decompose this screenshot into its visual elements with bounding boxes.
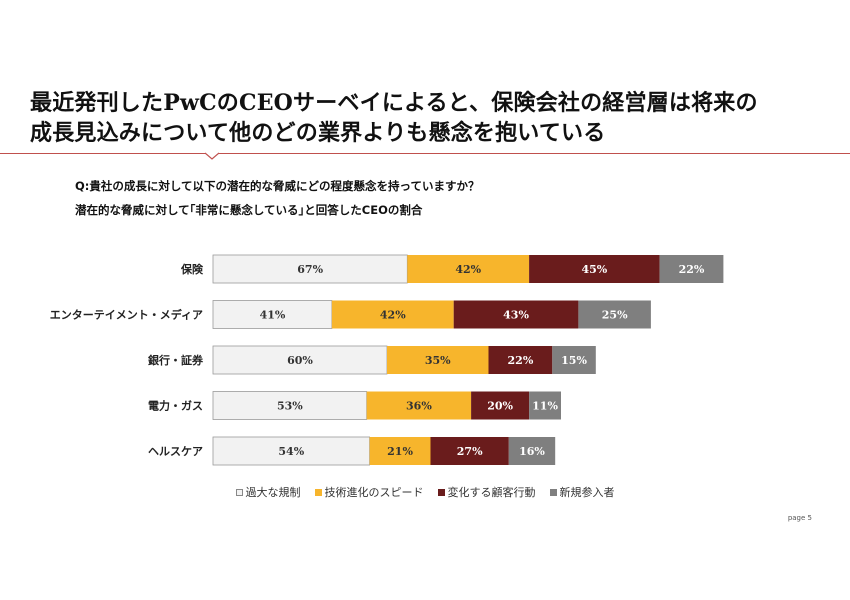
survey-question: Q:貴社の成長に対して以下の潜在的な脅威にどの程度懸念を持っていますか？ <box>75 179 480 193</box>
data-label: 35% <box>425 354 451 367</box>
legend-swatch <box>437 488 445 496</box>
data-label: 22% <box>508 354 534 367</box>
bar-segment <box>488 346 553 374</box>
category-label: ヘルスケア <box>148 445 203 458</box>
legend-label: 新規参入者 <box>559 486 615 499</box>
bar-segment <box>212 391 368 420</box>
legend-swatch <box>314 488 322 496</box>
bar-segment <box>659 255 724 283</box>
title-line-1: 最近発刊したPwCのCEOサーベイによると、保険会社の経営層は将来の <box>30 90 758 116</box>
bar-segment <box>529 391 561 420</box>
data-label: 45% <box>581 263 607 276</box>
title-divider <box>0 153 850 154</box>
bar-segment <box>471 391 530 420</box>
legend-item: 技術進化のスピード <box>314 484 424 500</box>
category-label: 銀行・証券 <box>148 353 204 367</box>
bar-segment <box>578 300 651 329</box>
data-label: 21% <box>387 445 413 458</box>
data-label: 54% <box>278 445 304 458</box>
bar-segment <box>430 437 509 465</box>
legend-swatch <box>235 488 243 496</box>
data-label: 53% <box>277 400 303 413</box>
legend-label: 技術進化のスピード <box>324 486 424 499</box>
data-label: 25% <box>602 309 628 322</box>
data-label: 43% <box>503 309 529 322</box>
bar-segment <box>369 437 431 465</box>
bar-segment <box>212 300 333 329</box>
bar-segment <box>212 345 388 375</box>
legend-item: 過大な規制 <box>235 484 301 500</box>
page-title: 最近発刊したPwCのCEOサーベイによると、保険会社の経営層は将来の 成長見込み… <box>30 88 830 148</box>
title-divider-notch <box>205 152 219 160</box>
chart-legend: 過大な規制 技術進化のスピード 変化する顧客行動 新規参入者 <box>0 484 850 500</box>
page-number: page 5 <box>787 514 812 522</box>
data-label: 60% <box>287 354 313 367</box>
chart-subtitle: 潜在的な脅威に対して｢非常に懸念している｣と回答したCEOの割合 <box>75 203 423 217</box>
bar-segment <box>508 437 556 465</box>
bar-segment <box>212 436 371 466</box>
bar-segment <box>453 300 579 329</box>
legend-item: 変化する顧客行動 <box>437 484 536 500</box>
data-label: 16% <box>519 445 545 458</box>
data-label: 20% <box>487 400 513 413</box>
data-label: 15% <box>561 354 587 367</box>
bar-segment <box>212 254 408 284</box>
bar-segment <box>407 255 530 283</box>
data-label: 36% <box>406 400 432 413</box>
bar-segment <box>529 255 660 283</box>
data-label: 27% <box>457 445 483 458</box>
title-line-2: 成長見込みについて他のどの業界よりも懸念を抱いている <box>30 120 606 146</box>
legend-label: 過大な規制 <box>245 486 301 499</box>
legend-label: 変化する顧客行動 <box>447 486 536 499</box>
data-label: 67% <box>297 263 323 276</box>
category-label: 電力・ガス <box>148 399 203 413</box>
data-label: 11% <box>532 400 558 413</box>
category-label: エンターテイメント・メディア <box>50 308 203 322</box>
bar-segment <box>387 346 489 374</box>
legend-item: 新規参入者 <box>549 484 615 500</box>
legend-swatch <box>549 488 557 496</box>
data-label: 41% <box>260 309 286 322</box>
data-label: 22% <box>679 263 705 276</box>
bar-segment <box>331 300 454 329</box>
category-label: 保険 <box>180 262 204 276</box>
data-label: 42% <box>380 309 406 322</box>
bar-segment <box>366 391 472 420</box>
stacked-bar-chart: 保険 67% 42% 45% 22% エンターテイメント・メディア 41% 42% 43% 25%… <box>50 254 724 466</box>
data-label: 42% <box>455 263 481 276</box>
bar-segment <box>552 346 596 374</box>
